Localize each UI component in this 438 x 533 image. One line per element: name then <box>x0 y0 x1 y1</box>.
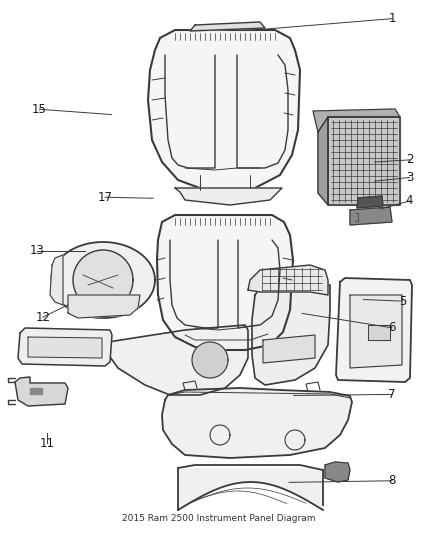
Text: 8: 8 <box>389 474 396 487</box>
Polygon shape <box>336 278 412 382</box>
Polygon shape <box>73 250 133 310</box>
Polygon shape <box>15 377 68 406</box>
Text: 13: 13 <box>30 244 45 257</box>
Text: 2: 2 <box>406 154 413 166</box>
Text: 3: 3 <box>406 171 413 184</box>
Polygon shape <box>51 242 155 318</box>
Polygon shape <box>18 328 112 366</box>
Polygon shape <box>157 215 293 350</box>
Polygon shape <box>50 255 63 305</box>
Polygon shape <box>325 462 350 482</box>
Text: 2015 Ram 2500 Instrument Panel Diagram: 2015 Ram 2500 Instrument Panel Diagram <box>122 514 316 523</box>
Polygon shape <box>350 207 392 225</box>
Polygon shape <box>175 188 282 205</box>
Polygon shape <box>368 325 390 340</box>
Text: 12: 12 <box>35 311 50 324</box>
Text: 1: 1 <box>388 12 396 25</box>
Polygon shape <box>190 22 265 31</box>
Polygon shape <box>357 196 383 208</box>
Polygon shape <box>318 117 328 205</box>
Text: 7: 7 <box>388 388 396 401</box>
Polygon shape <box>252 282 330 385</box>
Polygon shape <box>105 325 248 395</box>
Polygon shape <box>192 342 228 378</box>
Text: 11: 11 <box>40 437 55 450</box>
Text: 17: 17 <box>98 191 113 204</box>
Polygon shape <box>248 265 328 295</box>
Polygon shape <box>263 335 315 363</box>
Text: 4: 4 <box>406 195 413 207</box>
Polygon shape <box>350 295 402 368</box>
Polygon shape <box>328 117 400 205</box>
Polygon shape <box>68 295 140 318</box>
Text: 5: 5 <box>399 295 406 308</box>
Text: 6: 6 <box>388 321 396 334</box>
Polygon shape <box>162 388 352 458</box>
Polygon shape <box>28 337 102 358</box>
Polygon shape <box>313 109 400 132</box>
Text: 15: 15 <box>32 103 47 116</box>
Polygon shape <box>148 30 300 192</box>
